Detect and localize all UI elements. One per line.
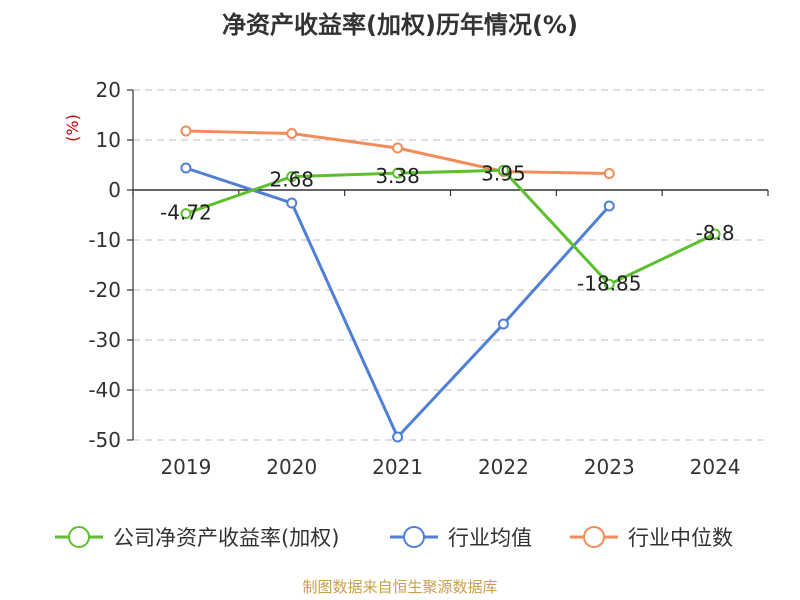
data-point [497,164,509,176]
data-point [603,278,615,290]
legend-label: 行业中位数 [628,526,733,550]
y-axis-unit: (%) [63,114,82,142]
data-label: 3.38 [375,164,420,188]
y-tick-label: 20 [96,78,121,102]
legend-swatch-marker [68,526,90,548]
series-group [180,125,721,443]
x-tick-label: 2019 [160,455,211,479]
x-tick-label: 2024 [690,455,741,479]
data-label: -4.72 [160,201,212,225]
data-point [180,208,192,220]
data-point [286,128,298,139]
data-labels: -4.72 2.68 3.38 3.95 -18.85 -8.8 [160,161,735,295]
data-label: 3.95 [481,161,526,185]
legend-label: 行业均值 [448,526,532,550]
x-tick-label: 2022 [478,455,529,479]
legend-label: 公司净资产收益率(加权) [113,526,339,550]
y-tick-label: -40 [88,378,121,402]
legend-swatch-marker [583,526,605,548]
x-tick-label: 2021 [372,455,423,479]
y-tick-label: 10 [96,128,121,152]
y-tick-label: -50 [88,428,121,452]
data-label: -8.8 [696,221,735,245]
y-tick-label: -10 [88,228,121,252]
legend: 公司净资产收益率(加权) 行业均值 行业中位数 [55,526,733,550]
x-tick-label: 2020 [266,455,317,479]
series-line [185,166,611,439]
x-tick-label: 2023 [584,455,635,479]
data-point [709,228,721,240]
y-tick-label: -20 [88,278,121,302]
axes: 20 10 0 -10 -20 -30 -40 -50 2019 2020 2021 2022 2023… [88,78,769,479]
data-point [180,125,192,137]
data-point [392,167,404,179]
data-point [603,200,615,212]
data-point [392,142,404,154]
chart-title: 净资产收益率(加权)历年情况(%) [222,11,578,39]
data-label: 2.68 [269,168,314,192]
data-point [497,318,509,330]
data-point [286,171,298,183]
data-label: -18.85 [577,271,641,295]
legend-swatch-marker [403,526,425,548]
data-point [392,431,404,443]
data-point [180,162,192,174]
data-point [603,168,615,179]
source-note: 制图数据来自恒生聚源数据库 [302,578,497,596]
series-line [185,168,716,286]
grid [133,89,768,441]
y-tick-label: -30 [88,328,121,352]
y-tick-label: 0 [108,178,121,202]
data-point [286,197,298,209]
